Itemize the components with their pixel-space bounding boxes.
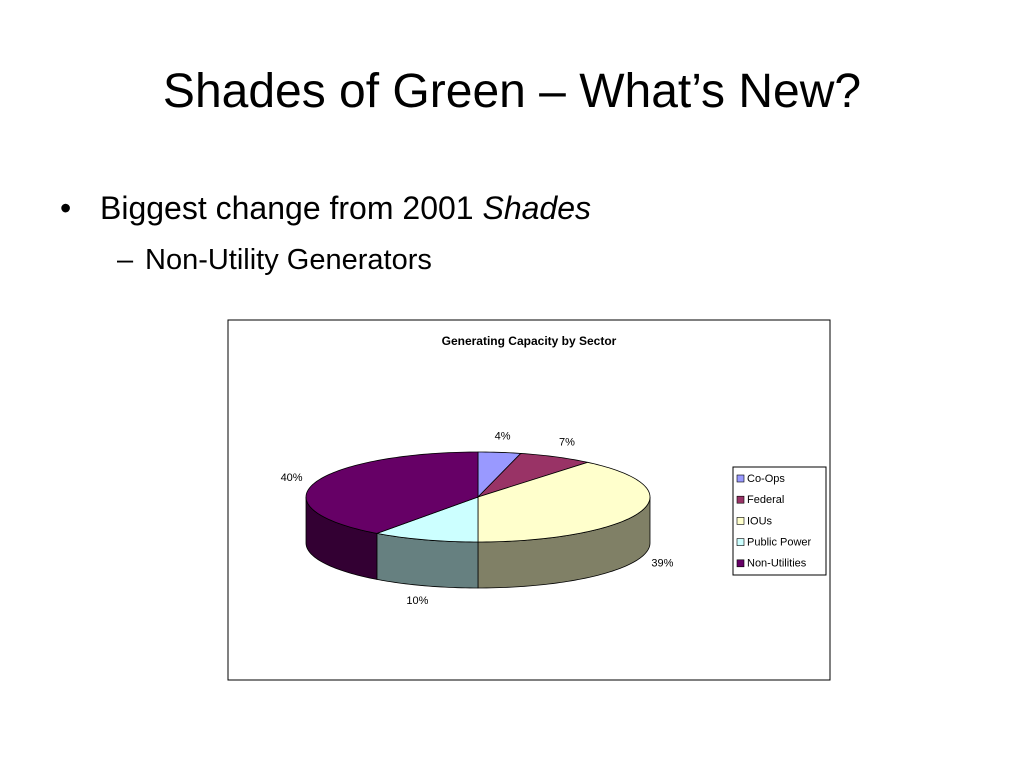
- data-label: 7%: [559, 437, 575, 449]
- legend-label: IOUs: [747, 515, 773, 527]
- sub-bullet: Non-Utility Generators: [117, 244, 432, 277]
- legend-swatch: [736, 559, 745, 568]
- pie-slice: [477, 453, 590, 498]
- data-label: 40%: [281, 472, 303, 484]
- legend-label: Non-Utilities: [747, 558, 807, 570]
- slice-top: [375, 496, 479, 543]
- data-label: 4%: [495, 430, 511, 442]
- legend-label: Public Power: [747, 537, 812, 549]
- pie-slice: [477, 461, 651, 589]
- slice-top: [305, 451, 479, 534]
- legend-swatch: [736, 517, 745, 525]
- legend-swatch: [736, 538, 745, 546]
- slide-title: Shades of Green – What’s New?: [162, 65, 862, 118]
- slice-top: [477, 461, 651, 543]
- bullet-text: Biggest change from 2001: [100, 190, 474, 226]
- legend-label: Co-Ops: [747, 473, 785, 485]
- data-label: 39%: [651, 558, 673, 570]
- slice-top: [477, 453, 590, 498]
- legend-label: Federal: [747, 494, 784, 506]
- chart-title: Generating Capacity by Sector: [442, 334, 617, 348]
- bullet: Biggest change from 2001 Shades: [60, 190, 591, 227]
- bullet-italic: Shades: [482, 190, 591, 226]
- legend-box: [732, 466, 827, 576]
- pie-slice: [305, 451, 479, 580]
- legend-swatch: [736, 474, 745, 483]
- data-label: 10%: [406, 595, 428, 607]
- legend-swatch: [736, 495, 745, 504]
